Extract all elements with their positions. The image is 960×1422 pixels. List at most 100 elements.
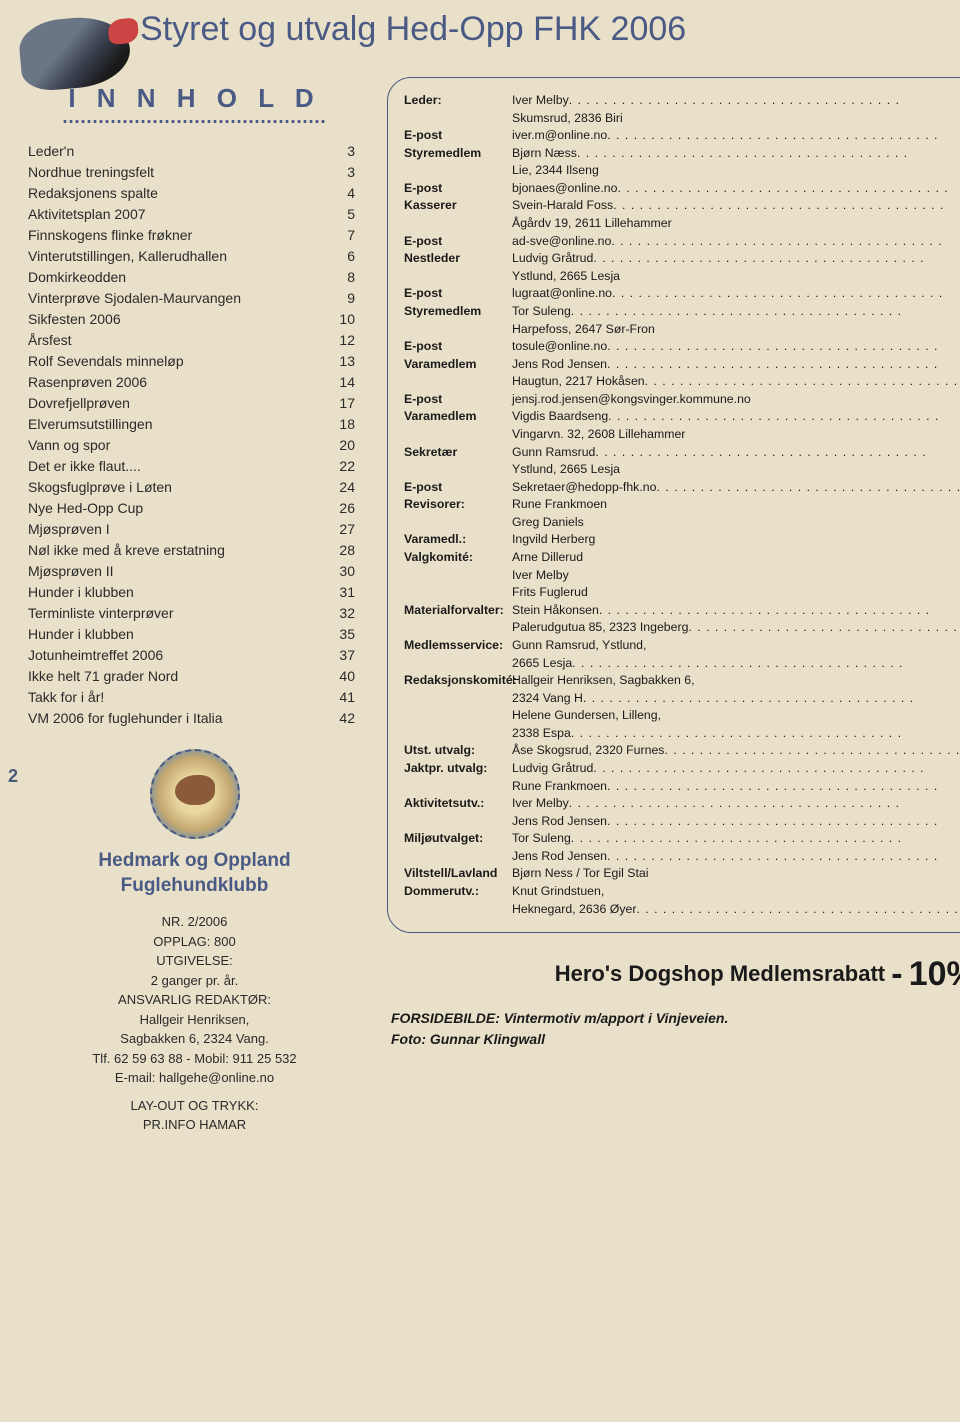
contact-row: Aktivitetsutv.:Iver Melby . . . . . . . … xyxy=(404,795,960,813)
contact-row: Ågårdv 19, 2611 Lillehammer xyxy=(404,215,960,233)
contact-name: 2324 Vang H xyxy=(512,690,583,708)
toc-row: Leder'n3 xyxy=(28,141,355,162)
dots-fill: . . . . . . . . . . . . . . . . . . . . … xyxy=(607,778,960,796)
imprint-layout-label: LAY-OUT OG TRYKK: xyxy=(22,1096,367,1116)
dots-fill: . . . . . . . . . . . . . . . . . . . . … xyxy=(607,356,960,374)
contact-name: Vingarvn. 32, 2608 Lillehammer xyxy=(512,426,685,444)
toc-page: 6 xyxy=(347,246,355,267)
contact-row: Lie, 2344 Ilseng xyxy=(404,162,960,180)
contact-role: Varamedlem xyxy=(404,356,512,374)
toc-row: Det er ikke flaut.... 22 xyxy=(28,456,355,477)
toc-row: Nøl ikke med å kreve erstatning28 xyxy=(28,540,355,561)
contact-row: E-postjensj.rod.jensen@kongsvinger.kommu… xyxy=(404,391,960,409)
contact-row: E-postbjonaes@online.no . . . . . . . . … xyxy=(404,180,960,198)
contact-row: Ystlund, 2665 Lesja xyxy=(404,268,960,286)
contact-name: 2665 Lesja xyxy=(512,655,572,673)
dots-fill: . . . . . . . . . . . . . . . . . . . . … xyxy=(607,338,960,356)
contact-role: E-post xyxy=(404,180,512,198)
contact-name: Tor Suleng xyxy=(512,830,571,848)
toc-page: 28 xyxy=(339,540,355,561)
contact-role xyxy=(404,778,512,796)
contact-name: Haugtun, 2217 Hokåsen xyxy=(512,373,645,391)
imprint-utg-val: 2 ganger pr. år. xyxy=(22,971,367,991)
contact-name: Bjørn Ness / Tor Egil Stai xyxy=(512,865,648,883)
toc-row: Hunder i klubben35 xyxy=(28,624,355,645)
contact-name: ad-sve@online.no xyxy=(512,233,611,251)
contact-row: Dommerutv.:Knut Grindstuen, xyxy=(404,883,960,901)
contact-name: Ludvig Gråtrud xyxy=(512,760,593,778)
contact-name: Vigdis Baardseng xyxy=(512,408,608,426)
contact-row: Ystlund, 2665 Lesja xyxy=(404,461,960,479)
imprint-redaktor-name: Hallgeir Henriksen, xyxy=(22,1010,367,1030)
contact-role: Varamedlem xyxy=(404,408,512,426)
dots-fill: . . . . . . . . . . . . . . . . . . . . … xyxy=(571,303,960,321)
contact-role: Sekretær xyxy=(404,444,512,462)
dots-fill: . . . . . . . . . . . . . . . . . . . . … xyxy=(593,250,960,268)
dots-fill: . . . . . . . . . . . . . . . . . . . . … xyxy=(612,285,960,303)
contact-row: 2324 Vang H . . . . . . . . . . . . . . … xyxy=(404,690,960,708)
toc-row: Nordhue treningsfelt3 xyxy=(28,162,355,183)
contact-name: Jens Rod Jensen xyxy=(512,356,607,374)
contact-role xyxy=(404,162,512,180)
contact-row: NestlederLudvig Gråtrud . . . . . . . . … xyxy=(404,250,960,268)
toc-page: 24 xyxy=(339,477,355,498)
contact-name: Heknegard, 2636 Øyer xyxy=(512,901,636,919)
contact-row: Miljøutvalget:Tor Suleng . . . . . . . .… xyxy=(404,830,960,848)
contact-role: Styremedlem xyxy=(404,303,512,321)
toc-label: Nye Hed-Opp Cup xyxy=(28,498,143,519)
contact-name: Rune Frankmoen xyxy=(512,496,607,514)
contact-name: Iver Melby xyxy=(512,567,569,585)
contacts-box: Leder:Iver Melby . . . . . . . . . . . .… xyxy=(387,77,960,933)
contact-name: iver.m@online.no xyxy=(512,127,607,145)
toc-page: 22 xyxy=(339,456,355,477)
contact-role: E-post xyxy=(404,285,512,303)
contact-row: E-postSekretaer@hedopp-fhk.no . . . . . … xyxy=(404,479,960,497)
toc-label: Årsfest xyxy=(28,330,72,351)
contact-name: Lie, 2344 Ilseng xyxy=(512,162,599,180)
toc-page: 4 xyxy=(347,183,355,204)
contact-role: Aktivitetsutv.: xyxy=(404,795,512,813)
contact-row: Helene Gundersen, Lilleng, xyxy=(404,707,960,725)
contact-role xyxy=(404,426,512,444)
imprint-issue: NR. 2/2006 xyxy=(22,912,367,932)
toc-label: Vann og spor xyxy=(28,435,110,456)
toc-page: 18 xyxy=(339,414,355,435)
imprint-utg-label: UTGIVELSE: xyxy=(22,951,367,971)
contact-row: E-posttosule@online.no . . . . . . . . .… xyxy=(404,338,960,356)
contact-row: Rune Frankmoen . . . . . . . . . . . . .… xyxy=(404,778,960,796)
toc-label: Leder'n xyxy=(28,141,74,162)
contact-name: Iver Melby xyxy=(512,92,569,110)
toc-label: Domkirkeodden xyxy=(28,267,126,288)
toc-page: 41 xyxy=(339,687,355,708)
contact-role: Dommerutv.: xyxy=(404,883,512,901)
contact-role: Materialforvalter: xyxy=(404,602,512,620)
promo-dash: - xyxy=(891,955,902,993)
toc-label: Aktivitetsplan 2007 xyxy=(28,204,146,225)
contact-role: Valgkomité: xyxy=(404,549,512,567)
contact-name: Gunn Ramsrud, Ystlund, xyxy=(512,637,646,655)
toc-list: Leder'n3Nordhue treningsfelt3Redaksjonen… xyxy=(22,131,367,729)
contact-row: Valgkomité:Arne Dillerud xyxy=(404,549,960,567)
contact-row: KassererSvein-Harald Foss . . . . . . . … xyxy=(404,197,960,215)
club-name-line2: Fuglehundklubb xyxy=(22,874,367,899)
contact-role: E-post xyxy=(404,338,512,356)
toc-label: Hunder i klubben xyxy=(28,582,134,603)
toc-row: Mjøsprøven I27 xyxy=(28,519,355,540)
page-number: 2 xyxy=(8,766,18,787)
toc-label: Sikfesten 2006 xyxy=(28,309,121,330)
toc-label: Jotunheimtreffet 2006 xyxy=(28,645,163,666)
toc-page: 20 xyxy=(339,435,355,456)
toc-row: Rolf Sevendals minneløp13 xyxy=(28,351,355,372)
toc-label: Takk for i år! xyxy=(28,687,104,708)
dots-fill: . . . . . . . . . . . . . . . . . . . . … xyxy=(608,408,960,426)
toc-label: Det er ikke flaut.... xyxy=(28,456,141,477)
contact-role: Kasserer xyxy=(404,197,512,215)
contact-role: E-post xyxy=(404,127,512,145)
contact-row: Utst. utvalg:Åse Skogsrud, 2320 Furnes .… xyxy=(404,742,960,760)
imprint-redaktor-label: ANSVARLIG REDAKTØR: xyxy=(22,990,367,1010)
toc-page: 14 xyxy=(339,372,355,393)
contact-row: Medlemsservice:Gunn Ramsrud, Ystlund, xyxy=(404,637,960,655)
toc-row: Takk for i år! 41 xyxy=(28,687,355,708)
contact-name: Skumsrud, 2836 Biri xyxy=(512,110,623,128)
contact-name: Ystlund, 2665 Lesja xyxy=(512,461,620,479)
